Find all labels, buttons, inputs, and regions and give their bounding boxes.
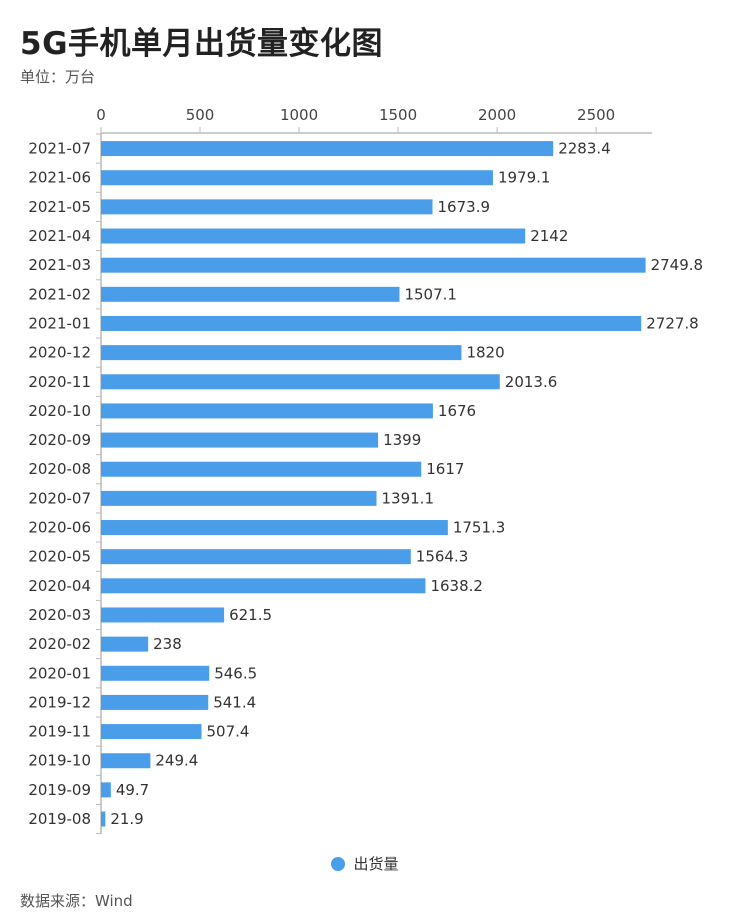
x-tick-label: 1500 — [379, 106, 417, 124]
y-category-label: 2019-12 — [28, 693, 91, 711]
bar[interactable] — [101, 694, 209, 710]
y-category-label: 2021-07 — [28, 140, 91, 158]
legend-label: 出货量 — [353, 855, 399, 873]
bar[interactable] — [101, 141, 554, 157]
unit-label: 单位：万台 — [20, 68, 96, 86]
bar[interactable] — [101, 578, 426, 594]
bar[interactable] — [101, 403, 433, 419]
y-category-label: 2020-04 — [28, 577, 91, 595]
bar-value-label: 1391.1 — [382, 489, 435, 507]
y-category-label: 2019-08 — [28, 810, 91, 828]
bar-value-label: 49.7 — [116, 781, 149, 799]
y-category-label: 2021-01 — [28, 314, 91, 332]
bar[interactable] — [101, 199, 433, 215]
x-tick-label: 1000 — [280, 106, 318, 124]
y-category-label: 2021-06 — [28, 169, 91, 187]
bar[interactable] — [101, 374, 500, 390]
y-category-label: 2021-03 — [28, 256, 91, 274]
bar-value-label: 1751.3 — [453, 519, 506, 537]
legend[interactable]: 出货量 — [0, 853, 730, 874]
bar[interactable] — [101, 490, 377, 506]
bar-value-label: 1820 — [466, 344, 504, 362]
y-category-label: 2020-05 — [28, 548, 91, 566]
bar[interactable] — [101, 257, 646, 273]
x-tick-label: 2000 — [478, 106, 516, 124]
bar[interactable] — [101, 636, 149, 652]
source-note: 数据来源：Wind — [20, 892, 133, 910]
bar[interactable] — [101, 607, 225, 623]
bar-value-label: 1564.3 — [416, 548, 469, 566]
y-category-label: 2020-06 — [28, 519, 91, 537]
bar-value-label: 2749.8 — [651, 256, 704, 274]
legend-marker-icon — [331, 856, 346, 871]
bar-value-label: 1507.1 — [404, 285, 457, 303]
y-category-label: 2020-02 — [28, 635, 91, 653]
bar[interactable] — [101, 753, 151, 769]
y-category-label: 2019-09 — [28, 781, 91, 799]
bar[interactable] — [101, 170, 493, 186]
y-category-label: 2020-09 — [28, 431, 91, 449]
bar-value-label: 2013.6 — [505, 373, 557, 391]
bar[interactable] — [101, 811, 106, 827]
y-category-label: 2019-11 — [28, 723, 91, 741]
y-category-label: 2020-12 — [28, 344, 91, 362]
bar-value-label: 507.4 — [206, 723, 249, 741]
bar-value-label: 1617 — [426, 460, 464, 478]
bar-value-label: 2283.4 — [558, 140, 611, 158]
bar-value-label: 541.4 — [213, 693, 256, 711]
x-tick-label: 2500 — [577, 106, 615, 124]
bar[interactable] — [101, 228, 526, 244]
y-category-label: 2020-08 — [28, 460, 91, 478]
bar[interactable] — [101, 520, 448, 536]
y-category-label: 2021-04 — [28, 227, 91, 245]
x-tick-label: 500 — [186, 106, 215, 124]
x-tick-label: 0 — [96, 106, 106, 124]
bar-value-label: 21.9 — [110, 810, 143, 828]
y-category-label: 2020-10 — [28, 402, 91, 420]
y-category-label: 2021-05 — [28, 198, 91, 216]
y-category-label: 2020-03 — [28, 606, 91, 624]
y-category-label: 2020-11 — [28, 373, 91, 391]
bar-value-label: 2727.8 — [646, 314, 699, 332]
bar-value-label: 546.5 — [214, 664, 257, 682]
y-category-label: 2020-07 — [28, 489, 91, 507]
bar[interactable] — [101, 432, 379, 448]
chart-title: 5G手机单月出货量变化图 — [20, 26, 384, 62]
bar-value-label: 2142 — [530, 227, 568, 245]
bar-value-label: 1676 — [438, 402, 476, 420]
bar[interactable] — [101, 782, 111, 798]
bar-value-label: 1399 — [383, 431, 421, 449]
bar[interactable] — [101, 286, 400, 302]
bar-value-label: 1673.9 — [438, 198, 491, 216]
bar[interactable] — [101, 315, 642, 331]
bar-value-label: 1979.1 — [498, 169, 551, 187]
bar[interactable] — [101, 665, 210, 681]
bar-chart: 0 500 1000 1500 2000 2500 2021-07 2283.4 2021-06… — [28, 106, 704, 835]
bar[interactable] — [101, 345, 462, 361]
y-category-label: 2021-02 — [28, 285, 91, 303]
bar[interactable] — [101, 724, 202, 740]
bar-value-label: 1638.2 — [430, 577, 483, 595]
bar-value-label: 249.4 — [155, 752, 198, 770]
bar[interactable] — [101, 461, 422, 477]
y-category-label: 2019-10 — [28, 752, 91, 770]
bar[interactable] — [101, 549, 411, 565]
bar-value-label: 621.5 — [229, 606, 272, 624]
bar-value-label: 238 — [153, 635, 182, 653]
y-category-label: 2020-01 — [28, 664, 91, 682]
